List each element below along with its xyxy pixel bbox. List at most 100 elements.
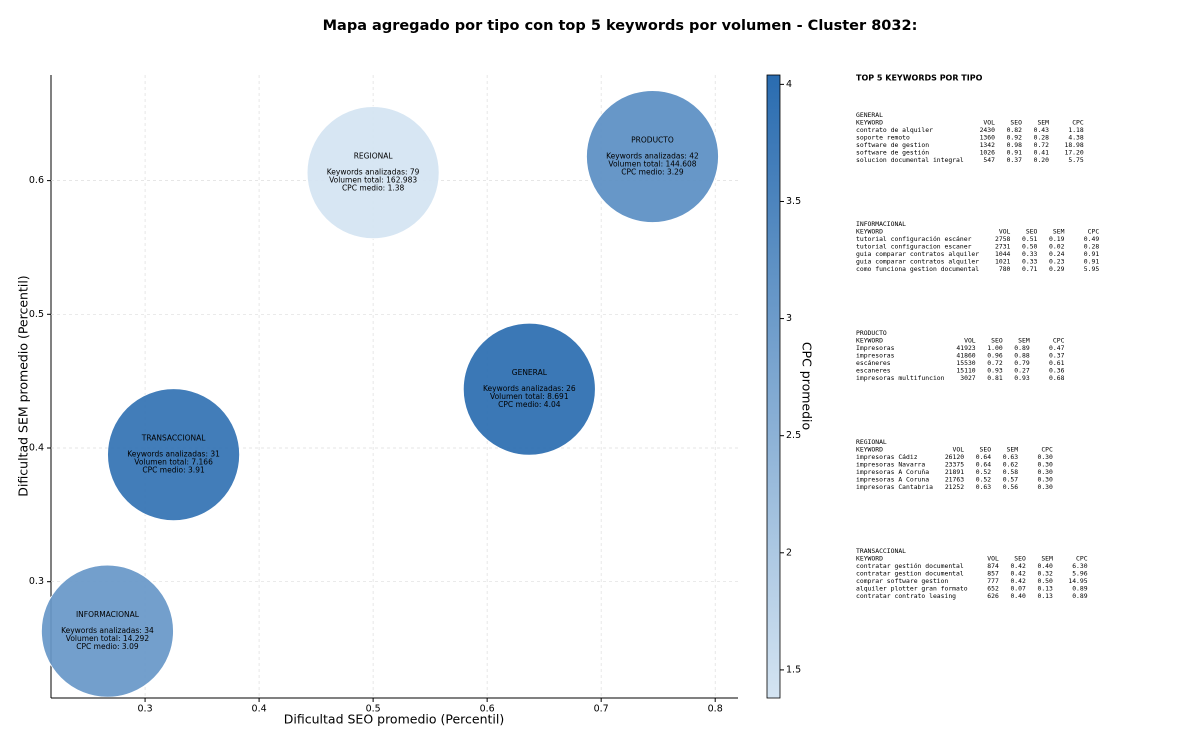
panel-cell: 0.63 bbox=[1003, 453, 1019, 461]
panel-cell: 0.42 bbox=[1010, 577, 1026, 585]
panel-cell: 0.32 bbox=[1037, 570, 1053, 578]
panel-cell: Impresoras bbox=[856, 344, 895, 352]
panel-cell: 0.13 bbox=[1037, 585, 1053, 593]
panel-cell: 547 bbox=[983, 156, 995, 164]
bubble-annotation: Volumen total: 162.983 bbox=[329, 176, 417, 185]
panel-cell: 0.79 bbox=[1014, 359, 1030, 367]
panel-cell: 0.93 bbox=[987, 367, 1003, 375]
panel-cell: 15530 bbox=[956, 359, 975, 367]
panel-cell: guia comparar contratos alquiler bbox=[856, 258, 979, 266]
panel-cell: 41923 bbox=[956, 344, 975, 352]
panel-cell: 21763 bbox=[945, 476, 964, 484]
bubble-annotation: Volumen total: 7.166 bbox=[134, 458, 213, 467]
panel-cell: 0.89 bbox=[1072, 592, 1088, 600]
panel-header: SEM bbox=[1007, 446, 1019, 454]
panel-header: SEO bbox=[980, 446, 992, 454]
panel-header: VOL bbox=[953, 446, 965, 454]
bubble-label: GENERAL bbox=[512, 368, 548, 377]
panel-cell: 1021 bbox=[995, 258, 1011, 266]
panel-section-name: REGIONAL bbox=[856, 438, 887, 446]
panel-cell: 0.42 bbox=[1010, 562, 1026, 570]
panel-cell: 0.51 bbox=[1022, 235, 1038, 243]
bubble-label: INFORMACIONAL bbox=[76, 610, 140, 619]
panel-cell: 0.43 bbox=[1034, 126, 1050, 134]
bubble-annotation: Volumen total: 144.608 bbox=[608, 160, 696, 169]
panel-header: CPC bbox=[1053, 337, 1065, 345]
panel-section-name: INFORMACIONAL bbox=[856, 220, 906, 228]
panel-cell: 3027 bbox=[960, 374, 976, 382]
panel-header: KEYWORD bbox=[856, 119, 883, 127]
panel-cell: 1044 bbox=[995, 250, 1011, 258]
bubble-annotation: Keywords analizadas: 79 bbox=[327, 168, 420, 177]
panel-cell: 626 bbox=[987, 592, 999, 600]
panel-cell: 0.50 bbox=[1037, 577, 1053, 585]
panel-cell: software de gestion bbox=[856, 141, 929, 149]
bubble-annotation: Volumen total: 8.691 bbox=[490, 392, 569, 401]
x-tick-label: 0.5 bbox=[366, 704, 381, 715]
panel-cell: 0.72 bbox=[1034, 141, 1050, 149]
panel-cell: 0.33 bbox=[1022, 250, 1038, 258]
y-tick-label: 0.4 bbox=[29, 442, 44, 453]
x-tick-label: 0.4 bbox=[252, 704, 267, 715]
y-tick-label: 0.3 bbox=[29, 576, 44, 587]
panel-cell: 0.82 bbox=[1007, 126, 1023, 134]
panel-cell: 0.28 bbox=[1034, 134, 1050, 142]
panel-cell: 0.91 bbox=[1084, 258, 1100, 266]
panel-cell: 0.52 bbox=[976, 476, 992, 484]
panel-cell: 18.98 bbox=[1064, 141, 1083, 149]
panel-cell: 0.30 bbox=[1037, 461, 1053, 469]
panel-header: SEM bbox=[1053, 228, 1065, 236]
bubble-annotation: Volumen total: 14.292 bbox=[66, 634, 150, 643]
panel-cell: escáneres bbox=[856, 359, 891, 367]
panel-header: KEYWORD bbox=[856, 337, 883, 345]
panel-cell: 1.18 bbox=[1068, 126, 1084, 134]
bubble-annotation: CPC medio: 3.91 bbox=[142, 466, 205, 475]
panel-cell: 0.98 bbox=[1007, 141, 1023, 149]
panel-cell: 2731 bbox=[995, 243, 1011, 251]
panel-cell: impresoras multifuncion bbox=[856, 374, 945, 382]
panel-cell: 0.24 bbox=[1049, 250, 1065, 258]
panel-cell: 14.95 bbox=[1068, 577, 1087, 585]
panel-cell: solucion documental integral bbox=[856, 156, 964, 164]
panel-cell: 6.30 bbox=[1072, 562, 1088, 570]
panel-header: KEYWORD bbox=[856, 446, 883, 454]
panel-cell: 0.72 bbox=[987, 359, 1003, 367]
panel-section-name: GENERAL bbox=[856, 111, 883, 119]
panel-cell: 4.38 bbox=[1068, 134, 1084, 142]
chart-title: Mapa agregado por tipo con top 5 keyword… bbox=[323, 18, 918, 34]
panel-cell: 0.52 bbox=[976, 468, 992, 476]
panel-cell: 5.95 bbox=[1084, 265, 1100, 273]
panel-cell: 1360 bbox=[980, 134, 996, 142]
panel-cell: 0.36 bbox=[1049, 367, 1065, 375]
panel-cell: 0.50 bbox=[1022, 243, 1038, 251]
bubble-annotation: CPC medio: 4.04 bbox=[498, 400, 561, 409]
bubble bbox=[107, 388, 240, 522]
panel-cell: 17.20 bbox=[1064, 149, 1083, 157]
panel-header: VOL bbox=[964, 337, 976, 345]
y-tick-label: 0.6 bbox=[29, 175, 44, 186]
colorbar-tick-label: 2.5 bbox=[786, 430, 801, 441]
panel-cell: 0.20 bbox=[1034, 156, 1050, 164]
x-tick-label: 0.8 bbox=[708, 704, 723, 715]
panel-cell: 0.57 bbox=[1003, 476, 1019, 484]
panel-cell: 0.37 bbox=[1007, 156, 1023, 164]
panel-cell: 0.61 bbox=[1049, 359, 1065, 367]
panel-cell: 0.62 bbox=[1003, 461, 1019, 469]
panel-cell: 1342 bbox=[980, 141, 996, 149]
panel-cell: 23375 bbox=[945, 461, 964, 469]
x-tick-label: 0.6 bbox=[480, 704, 495, 715]
panel-cell: 21891 bbox=[945, 468, 964, 476]
panel-cell: 0.71 bbox=[1022, 265, 1038, 273]
panel-cell: escaneres bbox=[856, 367, 891, 375]
panel-cell: 874 bbox=[987, 562, 999, 570]
panel-cell: 0.07 bbox=[1010, 585, 1026, 593]
panel-cell: impresoras A Coruna bbox=[856, 476, 929, 484]
panel-cell: tutorial configuración escáner bbox=[856, 235, 972, 243]
panel-cell: 0.30 bbox=[1037, 453, 1053, 461]
panel-cell: 0.91 bbox=[1084, 250, 1100, 258]
panel-cell: 0.96 bbox=[987, 352, 1003, 360]
panel-cell: 0.33 bbox=[1022, 258, 1038, 266]
panel-cell: alquiler plotter gran formato bbox=[856, 585, 968, 593]
panel-cell: 857 bbox=[987, 570, 999, 578]
